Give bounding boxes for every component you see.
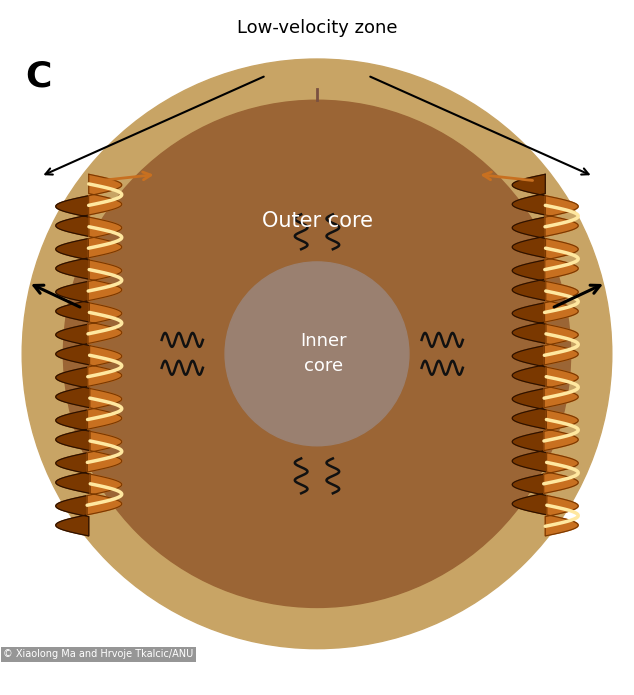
Polygon shape bbox=[512, 345, 547, 386]
Polygon shape bbox=[56, 452, 90, 493]
Polygon shape bbox=[88, 217, 122, 258]
Polygon shape bbox=[545, 238, 578, 279]
Polygon shape bbox=[544, 410, 578, 450]
Polygon shape bbox=[88, 303, 122, 343]
Polygon shape bbox=[545, 325, 578, 365]
Circle shape bbox=[22, 59, 612, 648]
Polygon shape bbox=[87, 345, 122, 386]
Polygon shape bbox=[56, 496, 89, 536]
Polygon shape bbox=[512, 174, 545, 215]
Polygon shape bbox=[545, 496, 578, 536]
Polygon shape bbox=[56, 281, 89, 322]
Polygon shape bbox=[56, 325, 89, 365]
Text: © Xiaolong Ma and Hrvoje Tkalcic/ANU: © Xiaolong Ma and Hrvoje Tkalcic/ANU bbox=[3, 649, 193, 660]
Polygon shape bbox=[88, 260, 122, 301]
Polygon shape bbox=[89, 174, 122, 215]
Polygon shape bbox=[87, 389, 122, 430]
Polygon shape bbox=[87, 474, 122, 515]
Circle shape bbox=[63, 100, 571, 607]
Polygon shape bbox=[56, 238, 89, 279]
Polygon shape bbox=[56, 410, 90, 450]
Polygon shape bbox=[512, 303, 546, 343]
Text: Low-velocity zone: Low-velocity zone bbox=[236, 19, 398, 37]
Polygon shape bbox=[512, 260, 546, 301]
Polygon shape bbox=[56, 196, 89, 236]
Polygon shape bbox=[544, 367, 578, 408]
Polygon shape bbox=[512, 432, 547, 472]
Polygon shape bbox=[545, 281, 578, 322]
Text: C: C bbox=[25, 59, 52, 93]
Polygon shape bbox=[56, 367, 90, 408]
Text: Outer core: Outer core bbox=[261, 211, 373, 231]
Polygon shape bbox=[87, 432, 122, 472]
Polygon shape bbox=[512, 474, 547, 515]
Polygon shape bbox=[544, 452, 578, 493]
Polygon shape bbox=[512, 389, 547, 430]
Circle shape bbox=[225, 262, 409, 445]
Text: Inner
core: Inner core bbox=[300, 332, 347, 375]
Polygon shape bbox=[512, 217, 546, 258]
Polygon shape bbox=[545, 196, 578, 236]
